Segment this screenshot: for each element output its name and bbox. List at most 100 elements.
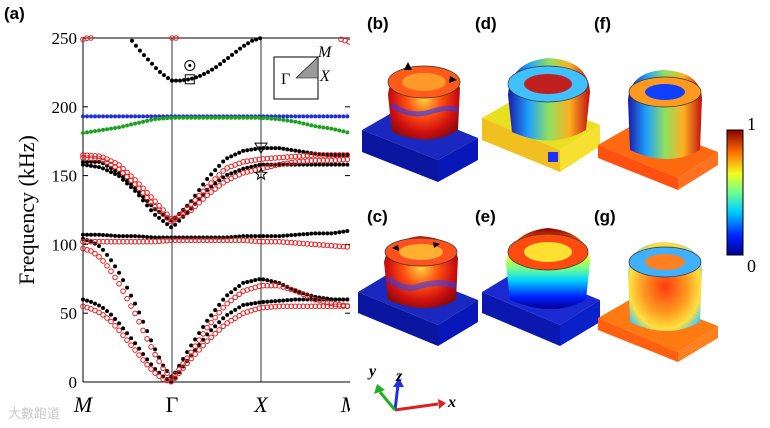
- data-point-red: [116, 238, 122, 245]
- data-point-black: [241, 166, 246, 171]
- data-point-black: [229, 290, 234, 295]
- x-tick-label: X: [253, 392, 269, 417]
- data-point-black: [329, 162, 334, 167]
- y-tick-label: 150: [52, 167, 78, 186]
- data-point-black: [321, 231, 326, 236]
- data-point-red: [84, 152, 90, 159]
- data-point-red: [160, 365, 166, 372]
- data-point-red: [180, 360, 186, 367]
- data-point-green: [273, 116, 278, 121]
- data-point-green: [137, 120, 142, 125]
- data-point-black: [85, 298, 90, 303]
- data-point-blue: [113, 114, 118, 119]
- data-point-green: [177, 115, 182, 120]
- data-point-red: [240, 237, 246, 244]
- data-point-black: [218, 62, 223, 67]
- brillouin-zone-inset: Γ M X: [273, 44, 333, 100]
- data-point-black: [97, 232, 102, 237]
- data-point-red: [300, 158, 307, 165]
- data-point-black: [197, 331, 202, 336]
- data-point-black: [253, 146, 258, 151]
- data-point-red: [140, 185, 146, 192]
- data-point-black: [133, 301, 138, 306]
- data-point-red: [80, 238, 86, 245]
- data-point-red: [152, 351, 158, 358]
- data-point-red: [128, 238, 134, 245]
- data-point-red: [268, 155, 275, 162]
- data-point-black: [117, 171, 122, 176]
- data-point-red: [168, 237, 174, 244]
- data-point-red: [192, 203, 198, 210]
- data-point-red: [320, 152, 327, 158]
- data-point-black: [253, 234, 258, 239]
- data-point-black: [289, 233, 294, 238]
- data-point-green: [189, 115, 194, 120]
- data-point-black: [145, 234, 150, 239]
- data-point-green: [121, 124, 126, 129]
- data-point-green: [165, 116, 170, 121]
- data-point-blue: [137, 114, 142, 119]
- data-point-red: [296, 303, 303, 310]
- data-point-black: [101, 247, 106, 252]
- data-point-black: [133, 341, 138, 346]
- data-point-red: [292, 153, 299, 160]
- data-point-red: [284, 303, 291, 310]
- data-point-black: [261, 277, 266, 282]
- data-point-black: [170, 78, 174, 83]
- data-point-black: [229, 310, 234, 315]
- data-point-red: [100, 312, 106, 318]
- data-point-red: [272, 238, 279, 245]
- data-point-black: [237, 234, 242, 239]
- data-point-black: [325, 152, 330, 157]
- data-point-red: [204, 338, 210, 345]
- data-point-red: [284, 160, 291, 167]
- data-point-black: [329, 297, 334, 302]
- inset-x-label: X: [319, 68, 331, 85]
- data-point-black: [85, 163, 90, 168]
- data-point-black: [81, 162, 85, 167]
- data-point-red: [308, 157, 315, 164]
- data-point-red: [188, 349, 194, 356]
- data-point-black: [133, 234, 138, 239]
- data-point-black: [233, 152, 238, 157]
- data-point-red: [200, 237, 206, 244]
- data-point-black: [221, 297, 226, 302]
- data-point-red: [84, 238, 90, 245]
- data-point-black: [217, 320, 222, 325]
- data-point-black: [157, 210, 162, 215]
- data-point-red: [228, 297, 234, 304]
- data-point-red: [148, 366, 154, 372]
- data-point-black: [190, 76, 195, 81]
- data-point-red: [264, 304, 271, 311]
- data-point-black: [178, 78, 183, 83]
- data-point-black: [305, 231, 310, 236]
- data-point-black: [193, 337, 198, 342]
- data-point-red: [196, 347, 202, 353]
- panel-label-b: (b): [367, 14, 389, 33]
- data-point-black: [125, 285, 130, 290]
- data-point-red: [88, 35, 94, 41]
- data-point-red: [120, 165, 126, 172]
- data-point-red: [284, 154, 291, 160]
- data-point-red: [328, 303, 335, 310]
- data-point-black: [137, 310, 142, 315]
- data-point-red: [212, 314, 218, 321]
- data-point-red: [200, 342, 206, 349]
- data-point-blue: [97, 114, 102, 119]
- data-point-black: [257, 277, 262, 282]
- data-point-black: [174, 78, 179, 83]
- data-point-black: [249, 279, 254, 284]
- data-point-red: [272, 303, 279, 310]
- data-point-red: [140, 238, 146, 245]
- data-point-red: [284, 239, 291, 246]
- data-point-red: [212, 237, 218, 244]
- data-point-black: [233, 169, 238, 174]
- data-point-red: [144, 361, 150, 368]
- data-point-black: [222, 59, 227, 64]
- data-point-black: [81, 297, 85, 302]
- data-point-black: [245, 165, 250, 170]
- data-point-red: [152, 238, 158, 245]
- data-point-black: [281, 233, 286, 238]
- data-point-blue: [93, 114, 98, 119]
- data-point-black: [301, 149, 306, 154]
